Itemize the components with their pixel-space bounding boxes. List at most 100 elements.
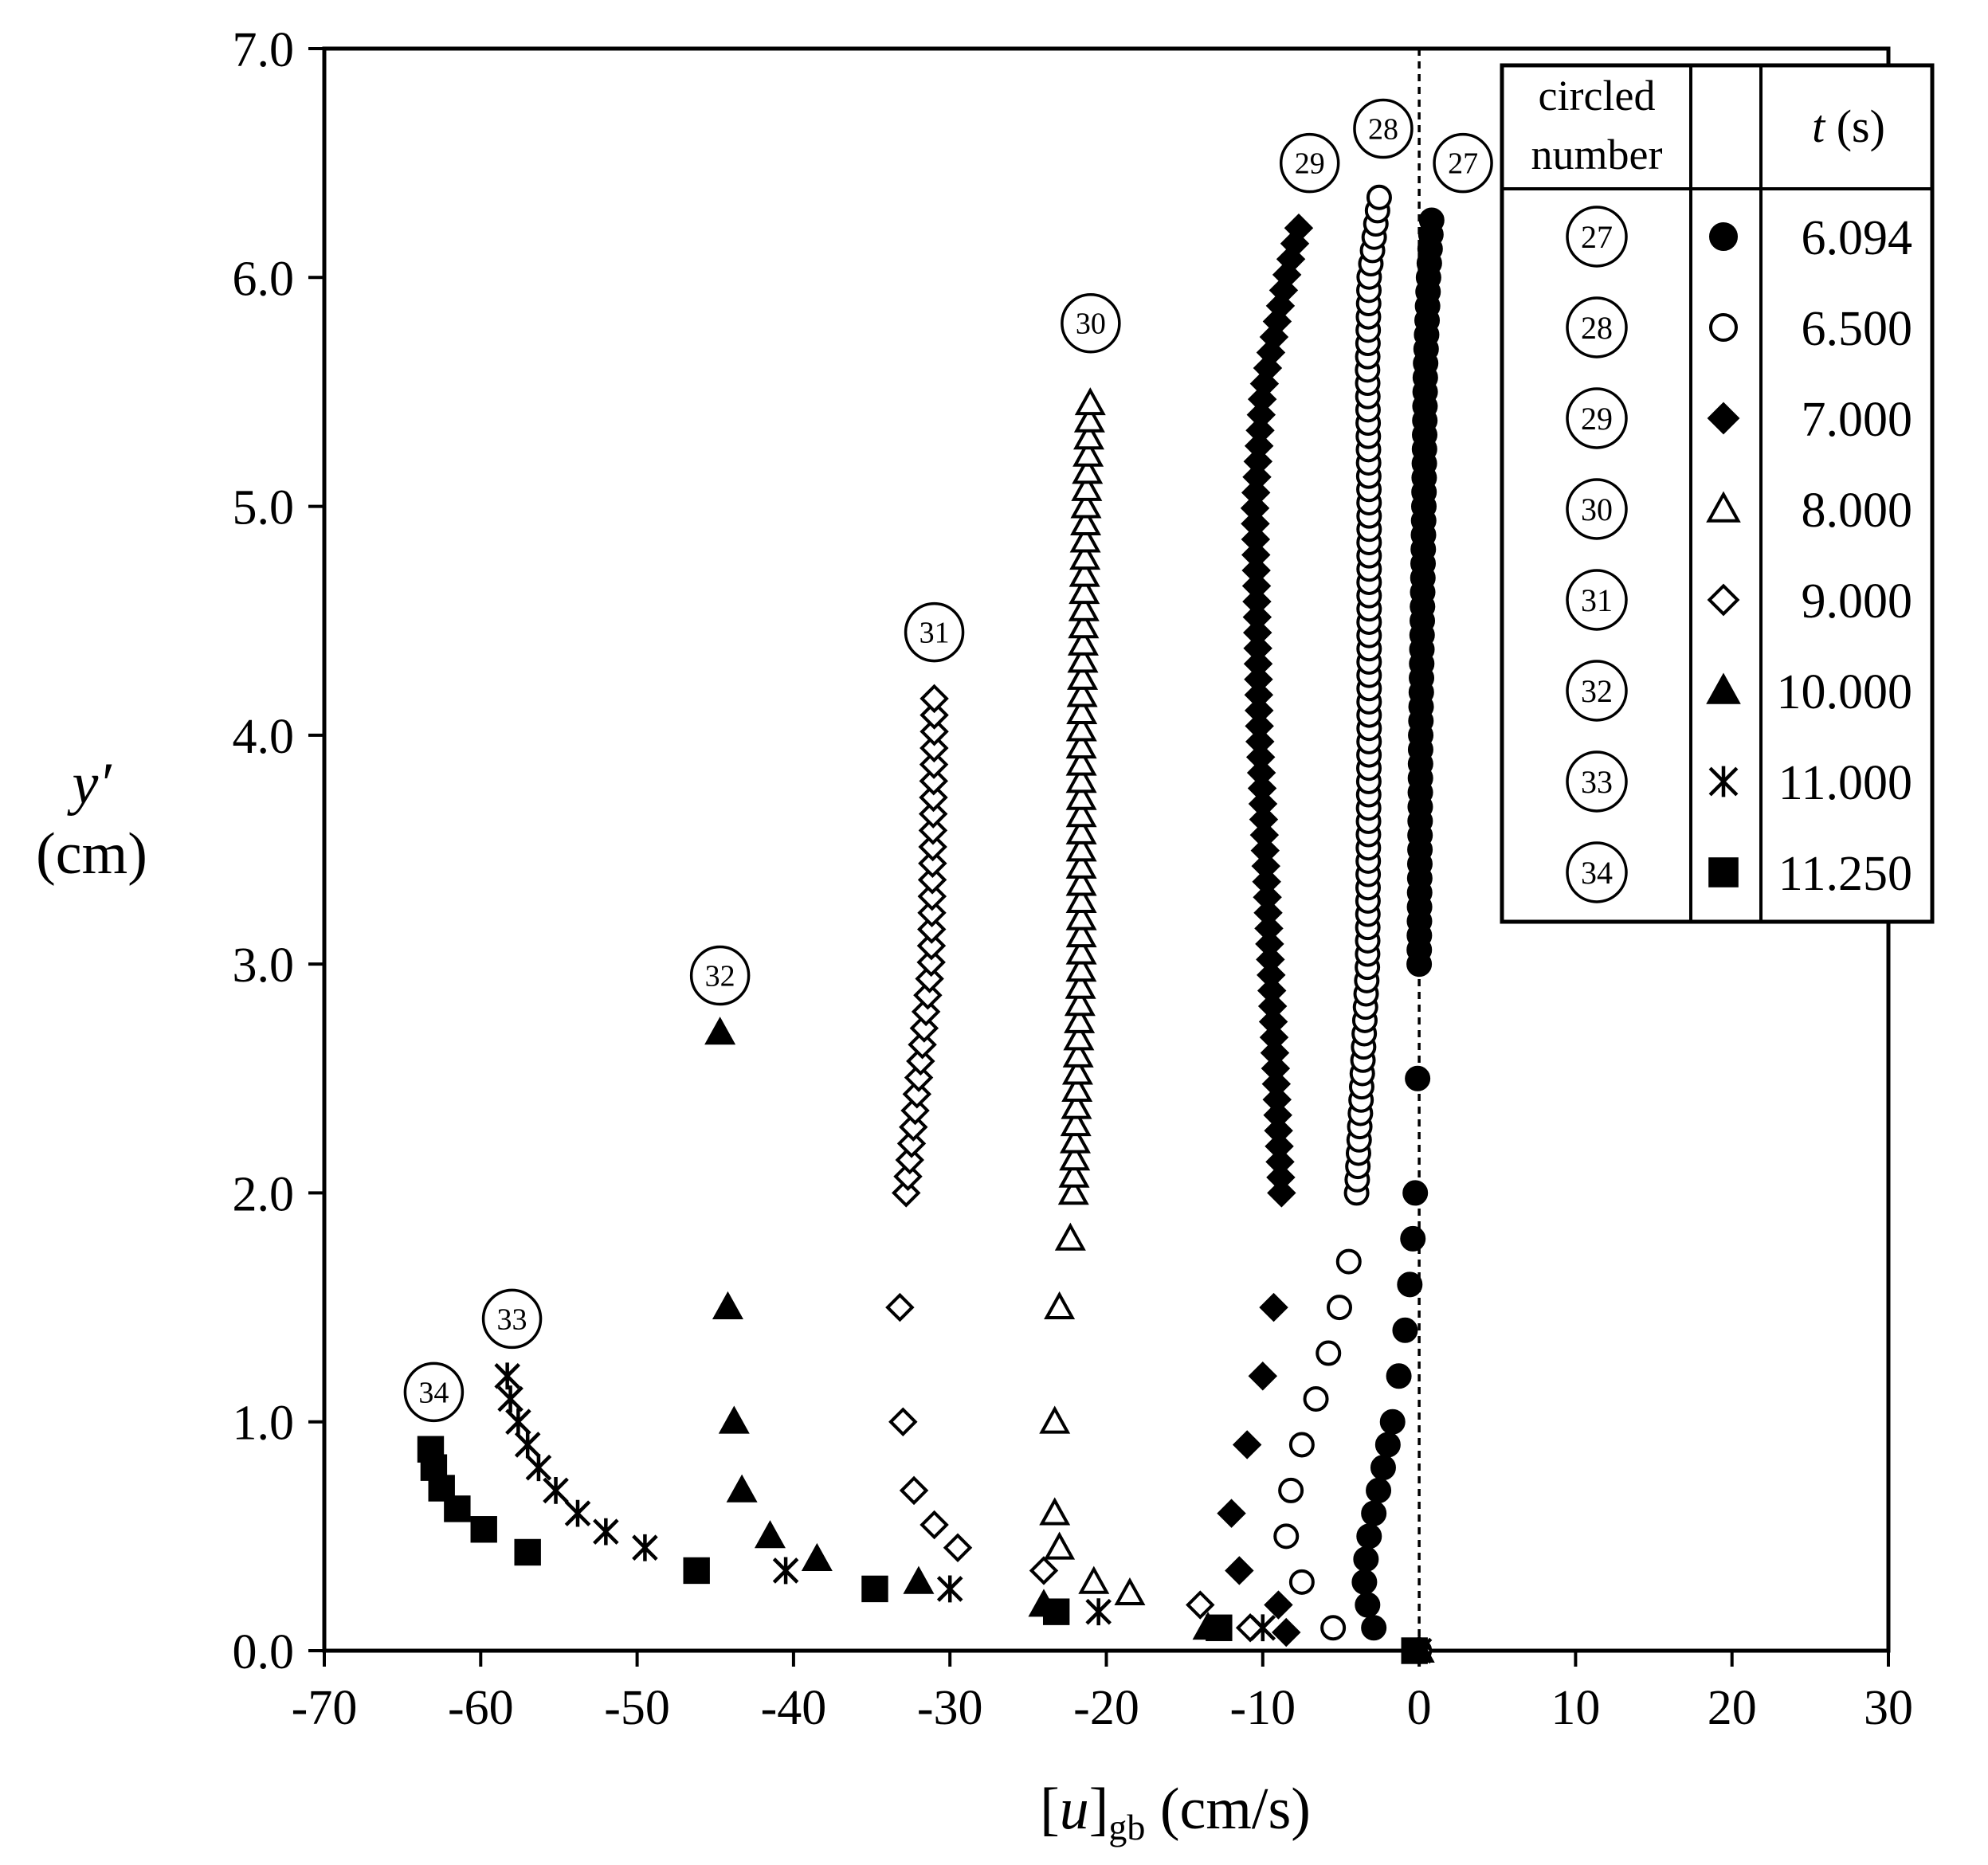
data-point-31 <box>915 964 944 993</box>
data-point-27 <box>1397 1271 1423 1298</box>
data-point-33 <box>494 1362 520 1390</box>
legend-number-34: 34 <box>1581 855 1613 891</box>
x-tick-label: 20 <box>1708 1681 1757 1735</box>
series-31 <box>885 684 1434 1666</box>
legend-number-28: 28 <box>1581 310 1613 346</box>
data-point-31 <box>913 980 943 1010</box>
legend-number-27: 27 <box>1581 219 1613 255</box>
x-label-close: ] <box>1089 1777 1109 1842</box>
data-point-30 <box>1061 1091 1092 1119</box>
data-point-33 <box>525 1454 552 1482</box>
data-point-32 <box>754 1520 786 1549</box>
data-point-29 <box>1272 1617 1301 1648</box>
data-point-30 <box>1074 387 1106 416</box>
x-tick-label: -50 <box>604 1681 670 1735</box>
y-tick-labels: 0.0 1.0 2.0 3.0 4.0 5.0 6.0 7.0 <box>233 23 295 1679</box>
data-point-30 <box>1067 661 1099 690</box>
legend-time-34: 11.250 <box>1778 847 1912 901</box>
data-point-29 <box>1258 1007 1288 1036</box>
series-label-32: 32 <box>705 960 735 993</box>
data-point-30 <box>1069 558 1100 587</box>
data-point-30 <box>1065 850 1097 879</box>
data-point-27 <box>1370 1455 1396 1481</box>
data-point-29 <box>1232 1430 1262 1459</box>
legend-time-32: 10.000 <box>1777 665 1913 719</box>
legend-number-30: 30 <box>1581 492 1613 527</box>
series-label-27: 27 <box>1448 147 1478 181</box>
series-label-circle-30 <box>1061 292 1121 354</box>
data-point-30 <box>1065 833 1097 862</box>
data-point-27 <box>1353 1546 1379 1573</box>
legend-time-28: 6.500 <box>1802 302 1913 356</box>
data-point-29 <box>1256 338 1286 367</box>
data-point-30 <box>1054 1222 1086 1251</box>
legend: circled number t (s) 27 6.094 28 6.500 29 7.0… <box>1500 63 1935 924</box>
data-point-30 <box>1065 731 1097 759</box>
data-point-29 <box>1268 276 1299 305</box>
data-point-31 <box>899 1112 928 1142</box>
data-point-31 <box>892 1178 921 1208</box>
data-point-30 <box>1065 747 1097 776</box>
legend-marker-28 <box>1709 313 1738 342</box>
y-axis-label-var: y′ <box>66 751 112 817</box>
data-point-27 <box>1400 1225 1426 1252</box>
x-label-sub: gb <box>1108 1807 1145 1847</box>
data-point-30 <box>1073 421 1105 450</box>
legend-number-31: 31 <box>1581 582 1613 618</box>
data-point-30 <box>1065 782 1097 810</box>
data-point-33 <box>772 1557 799 1585</box>
series-33 <box>494 1362 1433 1664</box>
data-point-33 <box>936 1575 963 1603</box>
x-tick-label: 0 <box>1407 1681 1432 1735</box>
legend-marker-31 <box>1707 583 1740 617</box>
data-point-27 <box>1374 1432 1401 1458</box>
data-point-30 <box>1065 799 1097 828</box>
data-point-28 <box>1288 1432 1315 1458</box>
data-point-30 <box>1065 765 1097 793</box>
series-29 <box>1217 214 1434 1666</box>
data-point-31 <box>900 1095 930 1126</box>
x-tick-label: -60 <box>448 1681 514 1735</box>
data-point-29 <box>1261 1053 1291 1083</box>
data-point-29 <box>1241 555 1271 586</box>
legend-number-32: 32 <box>1581 673 1613 709</box>
data-point-30 <box>1044 1291 1076 1319</box>
data-point-30 <box>1068 610 1100 639</box>
data-point-31 <box>943 1533 973 1562</box>
data-point-31 <box>917 898 947 928</box>
data-point-29 <box>1260 1038 1290 1068</box>
data-point-33 <box>505 1408 531 1436</box>
data-point-32 <box>726 1474 758 1503</box>
data-point-31 <box>909 1013 939 1043</box>
legend-time-27: 6.094 <box>1802 211 1913 265</box>
data-point-29 <box>1254 914 1284 943</box>
data-point-29 <box>1263 1100 1292 1130</box>
data-point-29 <box>1243 617 1272 648</box>
data-point-30 <box>1065 713 1097 742</box>
legend-circle-34 <box>1566 841 1628 903</box>
data-point-31 <box>908 1030 937 1060</box>
series-layer <box>417 184 1445 1666</box>
data-point-27 <box>1351 1569 1378 1595</box>
data-point-29 <box>1243 633 1272 663</box>
data-point-27 <box>1405 1065 1431 1091</box>
data-point-30 <box>1072 438 1104 467</box>
data-point-28 <box>1335 1248 1362 1275</box>
data-point-31 <box>1235 1613 1265 1643</box>
data-point-30 <box>1065 919 1097 948</box>
data-point-31 <box>919 717 949 746</box>
data-point-31 <box>919 1510 949 1540</box>
data-point-31 <box>917 915 947 944</box>
data-point-30 <box>1067 645 1099 673</box>
data-point-29 <box>1257 991 1288 1021</box>
data-point-29 <box>1249 820 1280 850</box>
data-point-29 <box>1253 883 1282 912</box>
series-label-circle-28 <box>1353 98 1414 159</box>
data-point-32 <box>712 1291 743 1319</box>
data-point-27 <box>1402 1180 1429 1206</box>
data-point-31 <box>885 1292 915 1322</box>
data-point-30 <box>1069 541 1101 570</box>
data-point-31 <box>893 1162 923 1191</box>
data-point-31 <box>919 700 949 730</box>
